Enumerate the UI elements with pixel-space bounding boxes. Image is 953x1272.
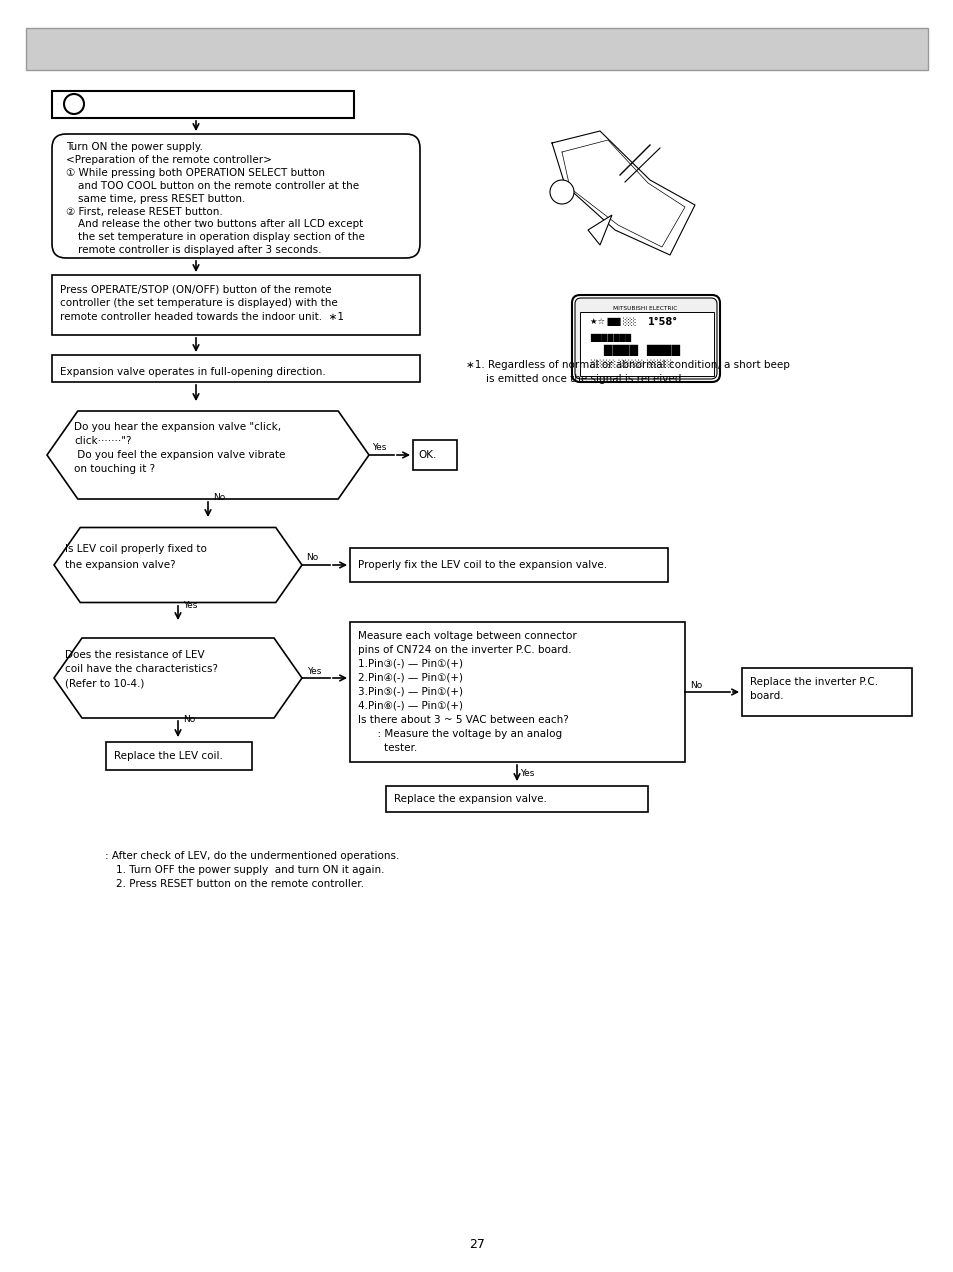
Text: coil have the characteristics?: coil have the characteristics? xyxy=(65,664,218,674)
Text: No: No xyxy=(689,681,701,689)
Circle shape xyxy=(550,181,574,204)
Text: Properly fix the LEV coil to the expansion valve.: Properly fix the LEV coil to the expansi… xyxy=(357,560,606,570)
Text: : Measure the voltage by an analog: : Measure the voltage by an analog xyxy=(357,729,561,739)
Text: Press OPERATE/STOP (ON/OFF) button of the remote: Press OPERATE/STOP (ON/OFF) button of th… xyxy=(60,284,332,294)
Text: ████: ████ xyxy=(589,345,638,356)
Text: board.: board. xyxy=(749,691,782,701)
Polygon shape xyxy=(54,639,302,717)
Text: Is there about 3 ~ 5 VAC between each?: Is there about 3 ~ 5 VAC between each? xyxy=(357,715,568,725)
Bar xyxy=(579,312,713,377)
Text: 1.Pin③(-) — Pin①(+): 1.Pin③(-) — Pin①(+) xyxy=(357,659,462,669)
Text: 4.Pin⑥(-) — Pin①(+): 4.Pin⑥(-) — Pin①(+) xyxy=(357,701,462,711)
Bar xyxy=(52,275,419,335)
Text: No: No xyxy=(306,553,318,562)
Text: 1°58°: 1°58° xyxy=(647,317,678,327)
Text: Replace the LEV coil.: Replace the LEV coil. xyxy=(113,750,223,761)
Text: 27: 27 xyxy=(469,1239,484,1252)
Text: 1. Turn OFF the power supply  and turn ON it again.: 1. Turn OFF the power supply and turn ON… xyxy=(116,865,384,875)
Text: controller (the set temperature is displayed) with the: controller (the set temperature is displ… xyxy=(60,298,337,308)
Text: Do you hear the expansion valve "click,: Do you hear the expansion valve "click, xyxy=(74,422,281,432)
Text: Replace the expansion valve.: Replace the expansion valve. xyxy=(394,794,546,804)
FancyBboxPatch shape xyxy=(575,298,717,379)
Text: is emitted once the signal is received.: is emitted once the signal is received. xyxy=(485,374,684,384)
Bar xyxy=(52,355,419,382)
Text: ② First, release RESET button.: ② First, release RESET button. xyxy=(66,207,222,218)
Text: Do you feel the expansion valve vibrate: Do you feel the expansion valve vibrate xyxy=(74,450,285,460)
Text: ★☆ ██ ░░: ★☆ ██ ░░ xyxy=(589,318,636,327)
Text: pins of CN724 on the inverter P.C. board.: pins of CN724 on the inverter P.C. board… xyxy=(357,645,571,655)
Text: tester.: tester. xyxy=(357,743,416,753)
Text: 3.Pin⑤(-) — Pin①(+): 3.Pin⑤(-) — Pin①(+) xyxy=(357,687,462,697)
Polygon shape xyxy=(54,528,302,603)
FancyBboxPatch shape xyxy=(572,295,720,382)
Bar xyxy=(26,28,927,70)
Text: No: No xyxy=(213,492,225,501)
Bar xyxy=(350,548,667,583)
Bar xyxy=(106,742,252,770)
Text: No: No xyxy=(183,715,195,724)
Text: ████: ████ xyxy=(645,345,679,356)
Text: click‧‧‧‧‧‧‧"?: click‧‧‧‧‧‧‧"? xyxy=(74,436,132,446)
Text: same time, press RESET button.: same time, press RESET button. xyxy=(78,195,245,204)
Text: Yes: Yes xyxy=(307,667,321,675)
Text: remote controller is displayed after 3 seconds.: remote controller is displayed after 3 s… xyxy=(78,245,321,254)
Text: Measure each voltage between connector: Measure each voltage between connector xyxy=(357,631,577,641)
Polygon shape xyxy=(587,215,612,245)
Text: <Preparation of the remote controller>: <Preparation of the remote controller> xyxy=(66,155,272,165)
Text: 2. Press RESET button on the remote controller.: 2. Press RESET button on the remote cont… xyxy=(116,879,364,889)
Circle shape xyxy=(64,94,84,114)
Text: And release the other two buttons after all LCD except: And release the other two buttons after … xyxy=(78,219,363,229)
Text: Expansion valve operates in full-opening direction.: Expansion valve operates in full-opening… xyxy=(60,368,325,377)
Text: (Refer to 10-4.): (Refer to 10-4.) xyxy=(65,678,144,688)
Text: MITSUBISHI ELECTRIC: MITSUBISHI ELECTRIC xyxy=(612,305,677,310)
Text: Does the resistance of LEV: Does the resistance of LEV xyxy=(65,650,204,660)
Text: the set temperature in operation display section of the: the set temperature in operation display… xyxy=(78,232,364,242)
Text: on touching it ?: on touching it ? xyxy=(74,464,155,474)
Text: Turn ON the power supply.: Turn ON the power supply. xyxy=(66,142,203,151)
Text: OK.: OK. xyxy=(417,450,436,460)
Bar xyxy=(413,440,456,469)
Text: ① While pressing both OPERATION SELECT button: ① While pressing both OPERATION SELECT b… xyxy=(66,168,325,178)
Bar xyxy=(52,92,354,118)
Text: ░░░░ ░░░░ ░░░░: ░░░░ ░░░░ ░░░░ xyxy=(589,360,673,369)
Bar xyxy=(386,786,647,812)
Bar xyxy=(741,668,911,716)
Text: Yes: Yes xyxy=(519,768,534,777)
Bar xyxy=(350,622,684,762)
Polygon shape xyxy=(47,411,369,499)
Text: Yes: Yes xyxy=(372,444,386,453)
Text: Replace the inverter P.C.: Replace the inverter P.C. xyxy=(749,677,877,687)
Text: Is LEV coil properly fixed to: Is LEV coil properly fixed to xyxy=(65,544,207,555)
Text: remote controller headed towards the indoor unit.  ∗1: remote controller headed towards the ind… xyxy=(60,312,344,322)
FancyBboxPatch shape xyxy=(52,134,419,258)
Text: the expansion valve?: the expansion valve? xyxy=(65,560,175,570)
Text: ∗1. Regardless of normal or abnormal condition, a short beep: ∗1. Regardless of normal or abnormal con… xyxy=(465,360,789,370)
Text: Yes: Yes xyxy=(183,600,197,609)
Text: : After check of LEV, do the undermentioned operations.: : After check of LEV, do the undermentio… xyxy=(105,851,399,861)
Text: 2.Pin④(-) — Pin①(+): 2.Pin④(-) — Pin①(+) xyxy=(357,673,462,683)
Text: and TOO COOL button on the remote controller at the: and TOO COOL button on the remote contro… xyxy=(78,181,358,191)
Text: ███████: ███████ xyxy=(589,333,631,342)
